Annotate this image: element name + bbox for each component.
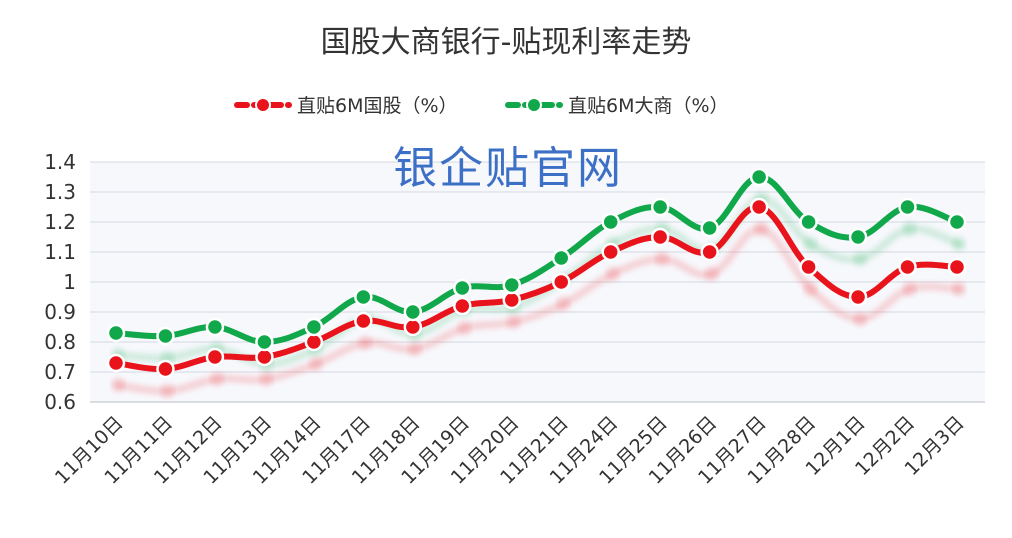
data-point bbox=[156, 359, 175, 379]
data-point bbox=[700, 218, 719, 238]
data-point bbox=[354, 287, 373, 307]
y-tick-label: 0.7 bbox=[44, 360, 76, 384]
series-shadow-marker bbox=[556, 297, 571, 311]
data-point bbox=[453, 296, 472, 316]
y-tick-label: 0.6 bbox=[44, 390, 76, 414]
series-shadow-marker bbox=[853, 312, 868, 326]
series-shadow-marker bbox=[308, 357, 323, 371]
data-point bbox=[848, 287, 868, 307]
y-tick-label: 0.9 bbox=[44, 300, 76, 324]
data-point bbox=[354, 311, 373, 331]
data-point bbox=[304, 332, 324, 352]
series-shadow-marker bbox=[407, 342, 422, 356]
data-point bbox=[700, 242, 719, 262]
data-point bbox=[749, 167, 769, 187]
data-point bbox=[650, 197, 670, 217]
series-shadow-marker bbox=[902, 282, 917, 296]
series-shadow-marker bbox=[803, 282, 818, 296]
data-point bbox=[205, 347, 225, 367]
series-shadow-marker bbox=[754, 222, 769, 236]
series-shadow-marker bbox=[160, 384, 175, 398]
series-shadow-marker bbox=[803, 237, 818, 251]
data-point bbox=[749, 197, 769, 217]
data-point bbox=[551, 248, 571, 268]
series-shadow-marker bbox=[902, 222, 917, 236]
series-group bbox=[106, 167, 967, 398]
data-point bbox=[601, 242, 620, 262]
data-point bbox=[848, 227, 868, 247]
data-point bbox=[947, 212, 967, 232]
legend-label: 直贴6M大商（%） bbox=[568, 95, 729, 117]
series-shadow-marker bbox=[358, 336, 373, 350]
y-tick-label: 1 bbox=[63, 270, 76, 294]
data-point bbox=[502, 290, 522, 310]
y-tick-label: 1.3 bbox=[44, 180, 76, 204]
series-shadow-marker bbox=[259, 372, 274, 386]
data-point bbox=[650, 227, 670, 247]
legend-marker bbox=[255, 97, 271, 113]
y-tick-label: 1.2 bbox=[44, 210, 76, 234]
data-point bbox=[403, 302, 423, 322]
data-point bbox=[502, 275, 522, 295]
y-tick-label: 0.8 bbox=[44, 330, 76, 354]
data-point bbox=[255, 347, 274, 367]
legend-label: 直贴6M国股（%） bbox=[297, 95, 458, 117]
series-shadow-marker bbox=[506, 315, 521, 329]
data-point bbox=[453, 278, 472, 298]
y-tick-label: 1.4 bbox=[44, 150, 76, 174]
legend-marker bbox=[526, 97, 542, 113]
data-point bbox=[106, 323, 126, 343]
data-point bbox=[403, 317, 423, 337]
data-point bbox=[551, 272, 571, 292]
data-point bbox=[799, 212, 818, 232]
series-shadow-marker bbox=[853, 252, 868, 266]
chart-title: 国股大商银行-贴现利率走势 bbox=[321, 25, 692, 60]
series-shadow-marker bbox=[952, 282, 966, 296]
series-shadow-marker bbox=[111, 378, 125, 392]
data-point bbox=[205, 317, 225, 337]
data-point bbox=[898, 197, 917, 217]
y-tick-label: 1.1 bbox=[44, 240, 76, 264]
series-shadow-marker bbox=[952, 237, 966, 251]
watermark-text: 银企贴官网 bbox=[393, 143, 623, 194]
series-shadow-marker bbox=[704, 267, 719, 281]
y-axis: 1.4 1.3 1.2 1.1 1 0.9 0.8 0.7 0.6 bbox=[44, 150, 76, 414]
data-point bbox=[304, 317, 324, 337]
series-shadow-marker bbox=[209, 372, 224, 386]
data-point bbox=[799, 257, 818, 277]
legend-item: 直贴6M大商（%） bbox=[505, 95, 729, 117]
data-point bbox=[106, 353, 126, 373]
legend-item: 直贴6M国股（%） bbox=[234, 95, 458, 117]
series-shadow-marker bbox=[655, 252, 670, 266]
data-point bbox=[255, 332, 274, 352]
data-point bbox=[898, 257, 917, 277]
series-shadow-marker bbox=[457, 321, 472, 335]
legend: 直贴6M国股（%） 直贴6M大商（%） bbox=[234, 95, 729, 117]
data-point bbox=[601, 212, 620, 232]
data-point bbox=[156, 326, 175, 346]
series-shadow-marker bbox=[605, 267, 620, 281]
data-point bbox=[947, 257, 967, 277]
